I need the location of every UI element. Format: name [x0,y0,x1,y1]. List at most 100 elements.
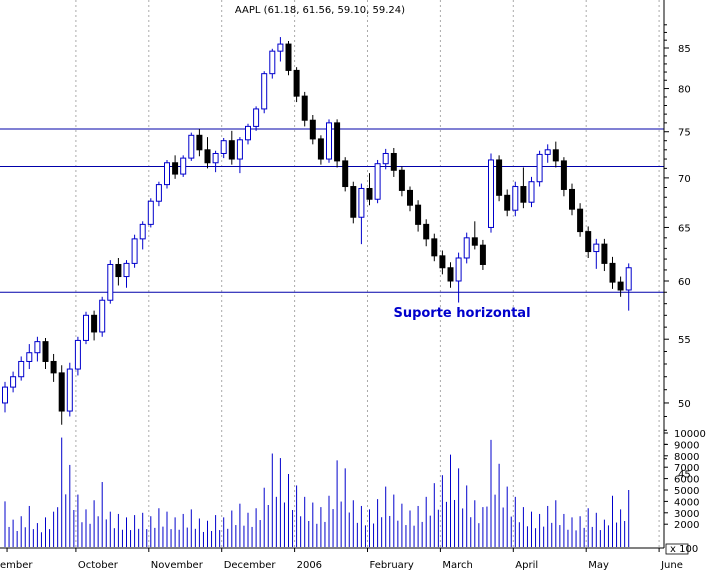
candle-body [115,263,122,278]
candle-body [147,200,154,225]
x-tick-label: November [151,560,204,570]
candle-body [585,231,592,253]
chart-title: AAPL (61.18, 61.56, 59.10, 59.24) [235,5,405,16]
candle-body [10,376,17,388]
x-tick-label: ember [0,560,33,570]
x-tick-label: April [515,560,538,570]
x-tick-label: December [224,560,277,570]
candle-body [99,299,106,333]
candle-body [188,134,195,159]
candle-body [447,267,454,282]
candle-body [301,95,308,121]
candle-body [326,122,332,160]
price-tick-label: 50 [678,399,691,410]
volume-tick-label: 3000 [674,509,699,520]
candle-body [520,186,527,203]
price-tick-label: 65 [678,223,691,234]
x-tick-label: 2006 [297,560,322,570]
candle-body [107,263,114,301]
candle-body [536,153,543,183]
candle-body [155,184,162,202]
price-tick-label: 80 [678,85,691,96]
candle-body [2,386,8,404]
chart-labels: AAPL (61.18, 61.56, 59.10, 59.24) Suport… [235,5,698,555]
candle-body [236,139,243,160]
candle-body [309,119,316,140]
candle-body [342,160,349,188]
candle-body [609,262,616,283]
candle-body [42,341,49,362]
price-tick-label: 45 [678,469,691,480]
volume-tick-label: 10000 [674,429,706,440]
volume-tick-label: 7000 [674,463,699,474]
price-tick-label: 55 [678,335,691,346]
candle-body [374,163,381,200]
x-tick-label: March [442,560,472,570]
candle-body [18,360,25,378]
candle-body [544,149,551,155]
support-annotation: Suporte horizontal [393,306,530,321]
candle-body [407,189,413,206]
candle-body [228,140,235,160]
candle-body [180,157,187,175]
candle-body [560,160,567,190]
volume-tick-label: 5000 [674,486,699,497]
candle-body [463,237,470,259]
candle-body [504,194,511,211]
volume-tick-label: 8000 [674,452,699,463]
price-tick-label: 75 [678,128,691,139]
candle-body [253,108,260,127]
volume-tick-label: 6000 [674,475,699,486]
candle-body [269,50,276,75]
candle-body [50,360,57,374]
candle-body [552,149,559,162]
candle-body [293,69,300,97]
candle-body [285,43,292,71]
candle-body [496,159,503,196]
candle-body [577,208,584,233]
candle-body [601,243,608,264]
candle-body [245,125,251,141]
price-tick-label: 70 [678,174,691,185]
volume-unit-box [665,543,689,555]
x-tick-label: February [370,560,414,570]
x-tick-label: October [78,560,119,570]
candle-body [431,238,438,257]
candle-body [415,204,422,225]
candle-body [83,314,89,341]
candle-body [423,223,430,240]
candle-body [131,238,138,264]
candle-body [196,134,203,151]
candle-body [625,267,632,291]
volume-unit-label: x 100 [670,544,698,555]
candle-body [204,149,211,164]
price-tick-label: 60 [678,277,691,288]
price-tick-label: 85 [678,44,691,55]
volume-tick-label: 4000 [674,497,699,508]
candle-body [390,152,397,171]
candle-body [91,314,98,333]
candle-body [212,152,219,164]
candle-body [34,341,41,354]
volume-series [4,437,630,547]
candle-body [479,244,486,265]
candle-body [139,223,146,240]
candle-body [366,187,373,200]
candle-body [593,243,600,253]
candle-body [350,186,357,218]
candle-body [317,138,324,160]
candle-body [66,368,73,412]
candle-body [172,162,179,175]
candle-body [123,262,130,278]
candle-body [358,187,365,218]
candle-body [455,257,462,282]
candle-body [471,237,478,246]
candle-body [528,181,535,203]
volume-tick-label: 9000 [674,440,699,451]
candle-body [334,122,341,162]
candle-body [26,352,33,362]
volume-tick-label: 2000 [674,520,699,531]
